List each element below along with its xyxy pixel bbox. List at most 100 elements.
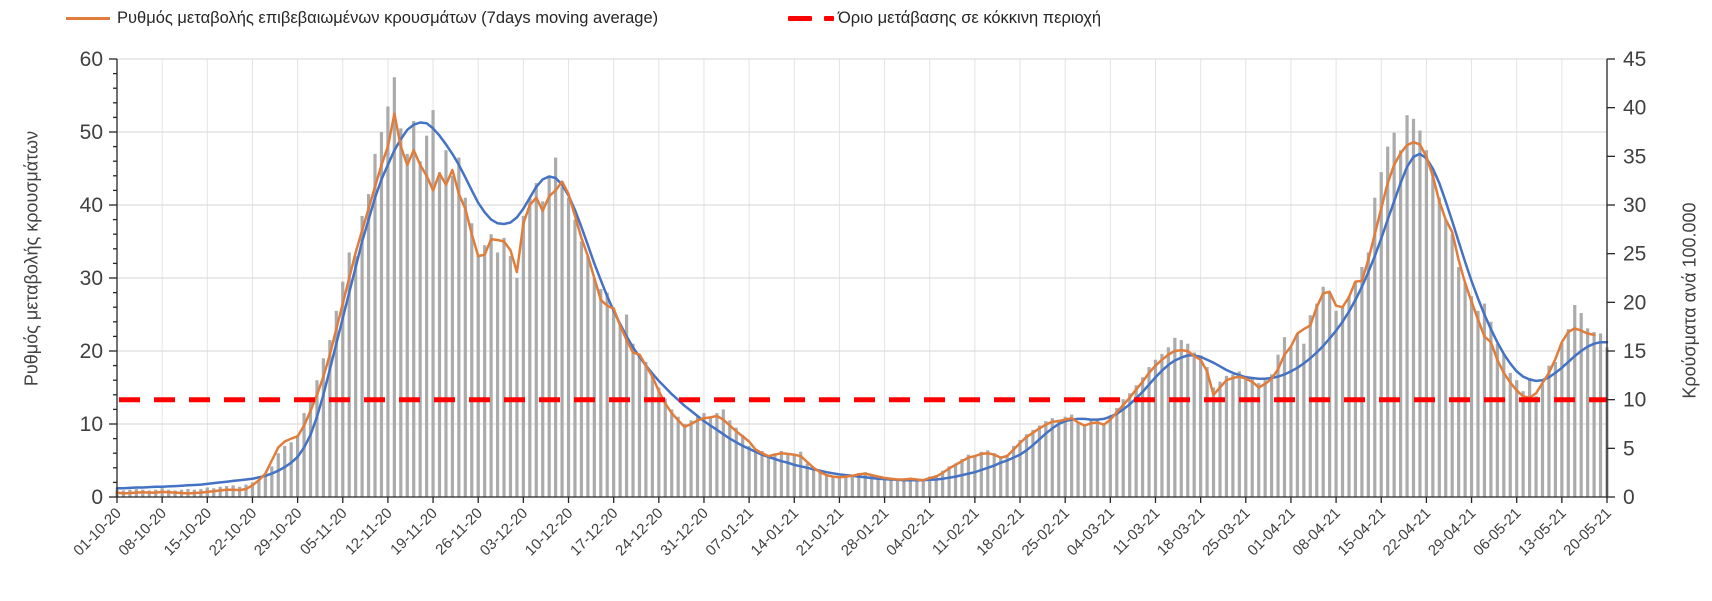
x-axis-tick-label: 10-12-20 [522, 505, 576, 559]
x-axis-tick-label: 13-05-21 [1515, 505, 1569, 559]
bar [405, 153, 409, 497]
bar [1302, 343, 1306, 497]
bar [631, 343, 635, 497]
bar [592, 278, 596, 497]
bar [296, 434, 300, 497]
bar [876, 476, 880, 497]
bar [263, 475, 267, 497]
bar [1205, 367, 1209, 497]
bar [1418, 130, 1422, 498]
bar [1089, 420, 1093, 497]
bar [650, 372, 654, 497]
bar [1024, 434, 1029, 497]
bar [986, 450, 990, 497]
bar [1244, 375, 1248, 497]
bar [1173, 337, 1177, 497]
bar [902, 478, 906, 497]
bar [476, 256, 480, 497]
bar [508, 256, 513, 497]
bar [1031, 429, 1035, 497]
bar [547, 175, 551, 498]
bar [244, 484, 248, 497]
bar [463, 197, 467, 497]
bar [605, 292, 609, 497]
x-axis-tick-label: 01-10-20 [70, 505, 124, 559]
x-axis-tick-label: 11-02-21 [929, 505, 983, 559]
bar [908, 478, 912, 497]
bar [418, 161, 422, 497]
bar [657, 387, 661, 497]
bar [689, 420, 693, 497]
bar [1386, 146, 1390, 497]
daily-bars-series [115, 77, 1609, 498]
bar [1508, 372, 1512, 497]
x-axis-tick-label: 25-02-21 [1019, 505, 1073, 559]
bar [483, 245, 487, 497]
left-axis-tick-label: 40 [80, 194, 103, 217]
bar [850, 475, 854, 497]
bar [992, 453, 996, 497]
bar [1373, 197, 1377, 497]
x-axis-tick-label: 22-04-21 [1380, 505, 1434, 559]
bar [437, 172, 442, 497]
bar [1166, 347, 1170, 497]
bar [805, 463, 809, 497]
horizontal-gridlines [117, 58, 1607, 425]
legend-label: Όριο μετάβασης σε κόκκινη περιοχή [838, 8, 1102, 27]
bar [1515, 380, 1519, 497]
bar [1057, 419, 1061, 497]
bar [934, 475, 938, 497]
x-axis-tick-label: 03-12-20 [477, 505, 531, 559]
bar [1134, 385, 1138, 497]
legend: Ρυθμός μεταβολής επιβεβαιωμένων κρουσμάτ… [0, 3, 1712, 33]
bar [1257, 383, 1261, 497]
bar [289, 442, 293, 497]
bar [1444, 219, 1448, 497]
bar [715, 413, 719, 497]
bar [1018, 440, 1022, 497]
bar [695, 416, 700, 497]
bar [1340, 307, 1345, 497]
bar [870, 475, 874, 497]
bar [276, 453, 280, 497]
right-axis-tick-label: 25 [1623, 243, 1646, 266]
legend-dashed-line-marker [788, 15, 834, 21]
axes [109, 58, 1615, 503]
x-axis-tick-label: 12-11-20 [342, 505, 396, 559]
bar [1463, 283, 1467, 497]
right-axis-tick-label: 15 [1623, 340, 1646, 363]
bar [824, 475, 829, 497]
bar [947, 466, 951, 497]
bar [799, 451, 803, 497]
bar [231, 485, 235, 497]
bar [579, 241, 584, 497]
bar [741, 434, 745, 497]
bar [857, 472, 861, 497]
bar [1437, 197, 1441, 497]
x-axis-tick-label: 04-02-21 [883, 505, 937, 559]
bar [753, 449, 758, 497]
legend-item-moving-average: Ρυθμός μεταβολής επιβεβαιωμένων κρουσμάτ… [66, 3, 658, 33]
bar [1540, 383, 1545, 497]
bar [444, 150, 448, 497]
bar [1050, 418, 1054, 497]
x-axis-tick-label: 29-04-21 [1425, 505, 1479, 559]
bar [1502, 354, 1506, 497]
bar [1424, 150, 1428, 497]
legend-item-threshold: Όριο μετάβασης σε κόκκινη περιοχή [788, 3, 1101, 33]
bar [1218, 381, 1222, 497]
7day-moving-average-line [115, 112, 1596, 495]
bar [1115, 407, 1119, 497]
right-axis-tick-label: 30 [1623, 194, 1646, 217]
bar [457, 157, 461, 498]
bar [1579, 313, 1583, 497]
bar [844, 475, 848, 497]
bar [1360, 267, 1364, 497]
bar [618, 325, 622, 497]
bar [837, 477, 842, 497]
bar [412, 121, 416, 498]
right-axis-tick-labels: 0 5 10 15 20 25 30 35 40 45 [1623, 48, 1646, 509]
bar [237, 486, 242, 497]
bar [1269, 374, 1274, 497]
